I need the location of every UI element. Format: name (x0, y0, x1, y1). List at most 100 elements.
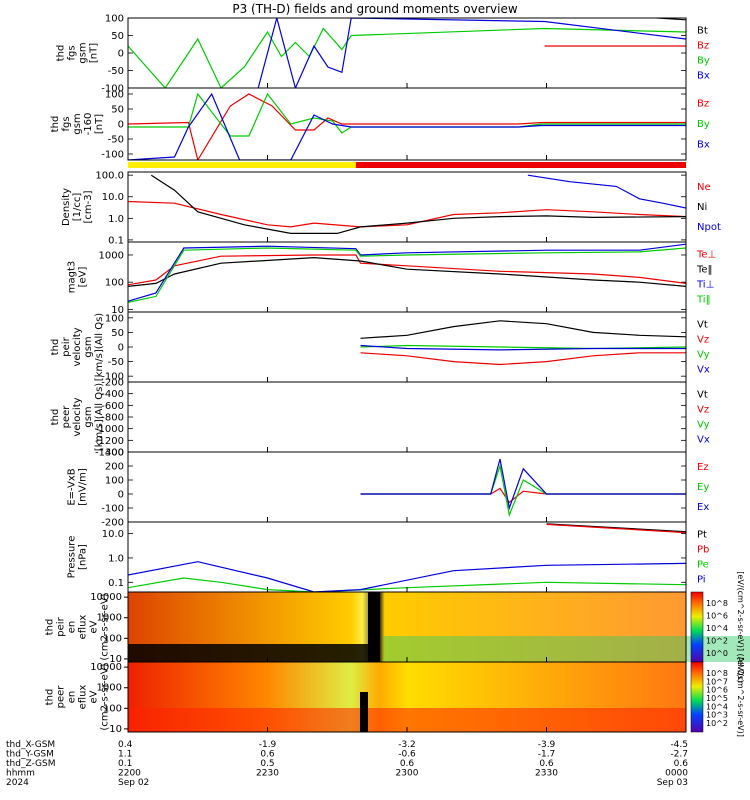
legend-entry: Te‖ (696, 265, 713, 276)
y-tick-label: 0 (118, 120, 124, 131)
y-tick-label: 10.0 (102, 192, 124, 203)
y-axis-label: -160 (83, 113, 94, 136)
density-series-group (128, 174, 686, 234)
y-tick-label: 100 (105, 90, 124, 101)
series-vt-line (360, 320, 686, 339)
x-axis-row-label: 2024 (6, 778, 29, 788)
y-axis-label: Pressure (67, 536, 78, 579)
legend-entry: Bz (697, 98, 709, 109)
y-axis-label: en (67, 621, 78, 634)
y-tick-label: 100.0 (95, 171, 124, 182)
y-tick-label: 10 (109, 654, 122, 665)
y-axis-label: velocity (72, 397, 83, 436)
legend-entry: Bx (697, 71, 710, 82)
density-panel: 100.0 10.0 1.0 0.1 Density [1/cc] [cm-3] Ne Ni Np… (61, 171, 721, 247)
series-ex-line (360, 458, 686, 511)
legend-entry: By (697, 56, 710, 67)
data-gap (368, 592, 380, 662)
y-axis-label: peir (56, 616, 67, 636)
y-axis-label: [nT] (89, 43, 100, 63)
y-axis-label: en (67, 691, 78, 704)
series-npot-line (527, 174, 686, 209)
legend-entry: Vz (697, 405, 709, 416)
y-tick-label: 0 (118, 343, 124, 354)
y-axis-label: gsm (83, 336, 94, 357)
y-axis-label: peer (56, 685, 67, 709)
temperature-panel: 1000 100 10 magt3 [eV] Te⊥ Te‖ Ti⊥ Ti‖ (67, 241, 716, 316)
peir-velocity-series-group (360, 320, 686, 366)
temperature-series-group (128, 243, 686, 303)
y-axis-label: thd (50, 409, 61, 426)
pressure-panel: 10.0 1.0 0.1 Pressure [nPa] Pt Pb Pe Pi (67, 521, 709, 593)
series-ti-line (128, 247, 686, 303)
y-tick-label: -1000 (95, 424, 124, 435)
colorbar-tick-label: 10^3 (706, 711, 728, 720)
legend-entry: Vy (697, 420, 710, 431)
legend-entry: Pe (697, 560, 709, 571)
colorbar-tick-label: 10^7 (706, 677, 728, 686)
y-axis-label: [1/cc] (72, 193, 83, 222)
y-axis-label: [nPa] (78, 544, 89, 570)
x-axis-row-label: hhmm (6, 769, 35, 779)
y-axis-label: fgs (61, 116, 72, 131)
legend-entry: Te⊥ (696, 250, 716, 261)
legend-entry: Npot (697, 222, 721, 233)
figure-title: P3 (TH-D) fields and ground moments over… (232, 2, 517, 16)
series-pb-line (546, 523, 686, 534)
y-tick-label: 1000 (97, 683, 122, 694)
colorbar-tick-label: 10^2 (706, 637, 728, 646)
y-tick-label: 10000 (90, 662, 122, 673)
x-axis-value: -1.9 (259, 740, 277, 750)
y-tick-label: -600 (101, 401, 124, 412)
y-tick-label: 100 (105, 14, 124, 25)
legend-entry: Ey (697, 482, 709, 493)
peir-spectrogram-panel: 10^8 10^6 10^4 10^2 10^0 [eV/(cm^2-s-sr-eV)] … (45, 571, 750, 683)
fgl-series-group (128, 92, 686, 160)
legend-entry: Vt (697, 320, 708, 331)
x-axis-value: Sep 02 (118, 778, 149, 788)
colorbar-tick-label: 10^6 (706, 612, 728, 621)
y-tick-label: 100 (105, 278, 124, 289)
efield-frame (127, 451, 687, 523)
legend-entry: Bx (697, 140, 710, 151)
y-tick-label: 0.1 (108, 578, 124, 589)
y-tick-label: 100 (103, 633, 122, 644)
y-tick-label: -200 (101, 378, 124, 389)
y-tick-label: 10.0 (102, 529, 124, 540)
x-axis-row-label: thd_X-GSM (6, 740, 55, 750)
y-tick-label: -800 (101, 413, 124, 424)
y-axis-label: [cm-3] (83, 190, 94, 223)
legend-entry: Vt (697, 390, 708, 401)
x-axis-row-label: thd_Y-GSM (6, 750, 54, 760)
y-axis-label: eflux (78, 685, 89, 710)
pressure-series-group (128, 523, 686, 592)
x-axis-value: 0.6 (539, 759, 554, 769)
y-tick-label: -100 (101, 504, 124, 515)
mode-bar-fast (355, 162, 686, 168)
legend-entry: Ti‖ (696, 295, 711, 306)
colorbar (690, 661, 704, 733)
x-axis-value: -4.5 (670, 740, 688, 750)
series-by-line (128, 92, 686, 137)
legend-entry: Ex (697, 502, 709, 513)
x-axis-value: 1.1 (118, 750, 132, 760)
legend-entry: Bt (697, 26, 708, 37)
y-axis-label: velocity (72, 327, 83, 366)
y-axis-label: fgs (67, 45, 78, 60)
series-pi-line (128, 561, 686, 592)
colorbar-tick-label: 10^5 (706, 694, 728, 703)
x-axis-value: 0.5 (260, 759, 274, 769)
y-tick-label: 50 (111, 105, 124, 116)
y-axis-label: thd (56, 45, 67, 62)
x-axis-row-label: thd_Z-GSM (6, 759, 55, 769)
y-tick-label: 0 (118, 490, 124, 501)
colorbar-tick-label: 10^4 (706, 624, 728, 633)
x-axis-value: 2200 (118, 769, 141, 779)
x-axis-value: -3.9 (538, 740, 556, 750)
legend-entry: Ne (697, 182, 711, 193)
y-tick-label: 10000 (90, 592, 122, 603)
series-vz-line (360, 352, 686, 366)
legend-entry: Bz (697, 41, 709, 52)
y-axis-label: thd (50, 339, 61, 356)
y-axis-label: E=-VxB (67, 468, 78, 505)
